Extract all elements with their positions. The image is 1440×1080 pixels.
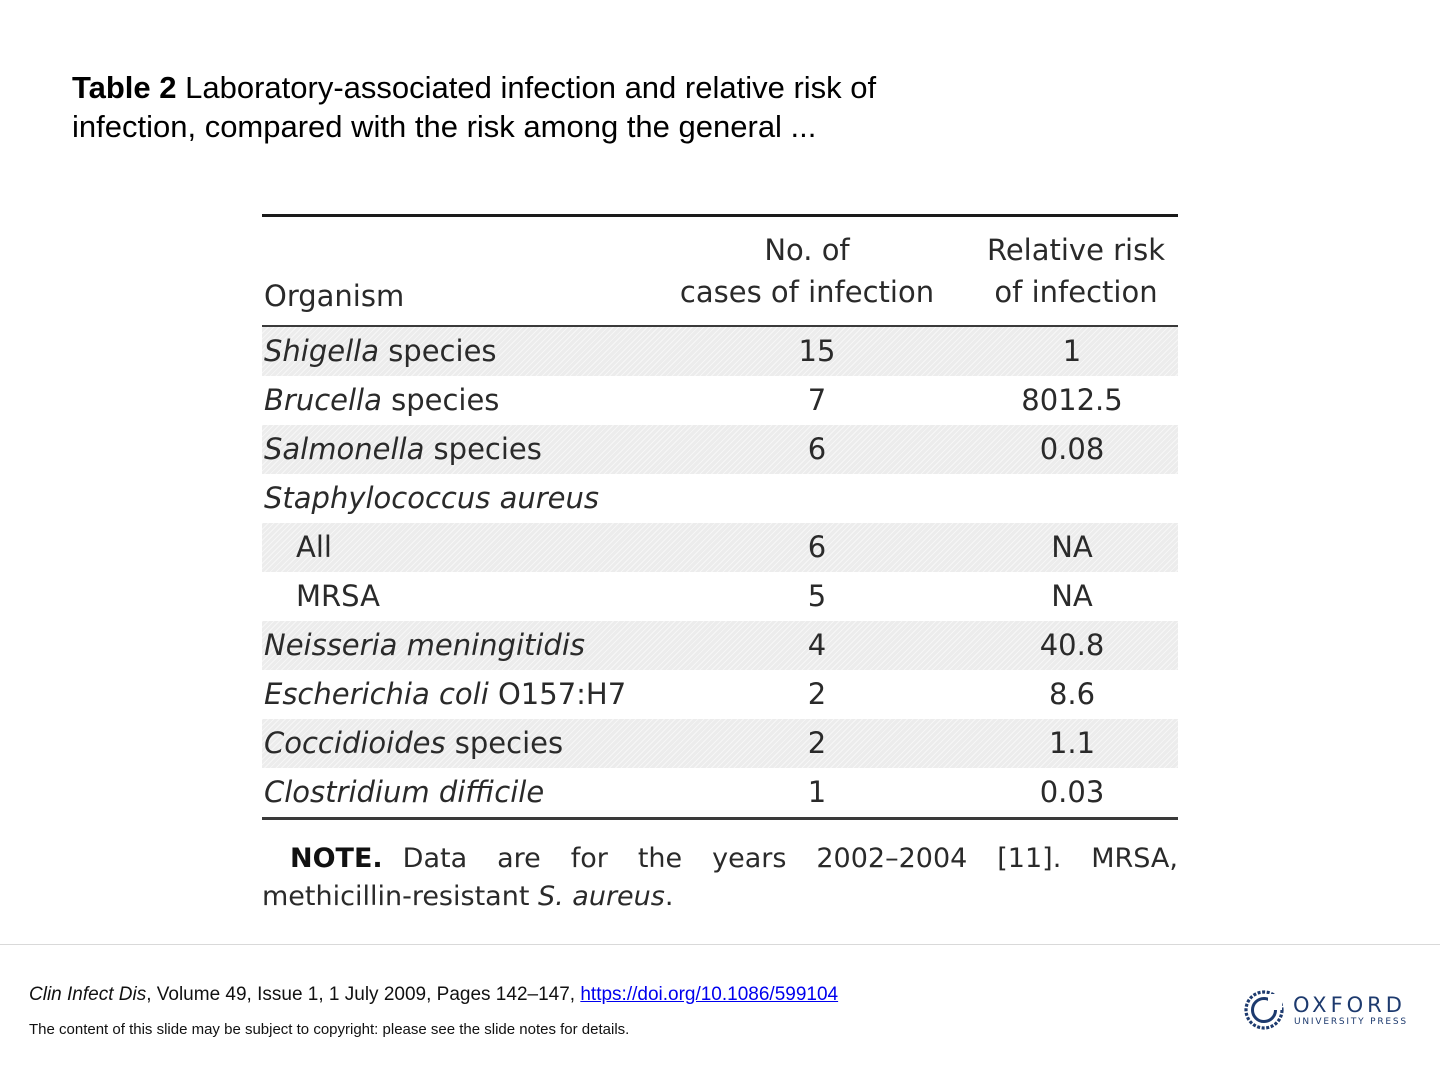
table-row: Neisseria meningitidis 4 40.8	[262, 621, 1178, 670]
organism-cell: Neisseria meningitidis	[264, 628, 585, 662]
table-row: All 6 NA	[262, 523, 1178, 572]
organism-cell: Escherichia coli O157:H7	[264, 677, 627, 711]
cases-cell: 2	[807, 677, 827, 711]
title-text: Laboratory-associated infection and rela…	[72, 70, 877, 144]
organism-cell: Coccidioides species	[264, 726, 564, 760]
organism-cell: All	[296, 530, 332, 564]
relative-risk-cell: NA	[1051, 579, 1093, 613]
header-rr-line1: Relative risk	[986, 233, 1166, 267]
cases-cell: 7	[807, 383, 827, 417]
table-row: Shigella species 15 1	[262, 327, 1178, 376]
citation: Clin Infect Dis, Volume 49, Issue 1, 1 J…	[29, 984, 838, 1006]
table-row: Clostridium difficile 1 0.03	[262, 768, 1178, 817]
header-cases-line1: No. of	[764, 233, 850, 267]
relative-risk-cell: NA	[1051, 530, 1093, 564]
organism-cell: MRSA	[296, 579, 380, 613]
relative-risk-cell: 1.1	[1048, 726, 1096, 760]
table-label: Table 2	[72, 70, 177, 105]
cases-cell: 6	[807, 530, 827, 564]
header-organism: Organism	[264, 279, 405, 313]
relative-risk-cell: 8.6	[1048, 677, 1096, 711]
relative-risk-cell: 40.8	[1039, 628, 1105, 662]
oxford-logo-icon	[1244, 990, 1284, 1030]
note-italic: S. aureus	[538, 881, 665, 912]
table-row: Coccidioides species 2 1.1	[262, 719, 1178, 768]
organism-cell: Clostridium difficile	[264, 775, 545, 809]
cases-cell: 6	[807, 432, 827, 466]
organism-cell: Brucella species	[264, 383, 500, 417]
oxford-logo: OXFORD UNIVERSITY PRESS	[1244, 990, 1414, 1034]
relative-risk-cell: 0.08	[1039, 432, 1105, 466]
logo-wordmark: OXFORD	[1293, 993, 1406, 1017]
header-rr-line2: of infection	[994, 275, 1158, 309]
cases-cell: 15	[798, 334, 836, 368]
logo-subtitle: UNIVERSITY PRESS	[1294, 1017, 1408, 1027]
table-row: Salmonella species 6 0.08	[262, 425, 1178, 474]
doi-link[interactable]: https://doi.org/10.1086/599104	[580, 984, 839, 1005]
table-body: Shigella species 15 1 Brucella species 7…	[262, 327, 1178, 817]
table-row: Staphylococcus aureus	[262, 474, 1178, 523]
cases-cell: 4	[807, 628, 827, 662]
cases-cell: 1	[807, 775, 827, 809]
citation-details: , Volume 49, Issue 1, 1 July 2009, Pages…	[146, 984, 581, 1005]
note-end: .	[664, 881, 674, 912]
relative-risk-cell: 8012.5	[1021, 383, 1123, 417]
header-relative-risk: Relative risk of infection	[972, 229, 1180, 313]
note-label: NOTE.	[290, 843, 383, 874]
table-bottom-rule	[262, 817, 1178, 820]
organism-cell: Salmonella species	[264, 432, 542, 466]
table-figure: Organism No. of cases of infection Relat…	[262, 214, 1178, 916]
slide-title: Table 2 Laboratory-associated infection …	[72, 68, 952, 146]
table-row: Brucella species 7 8012.5	[262, 376, 1178, 425]
cases-cell: 2	[807, 726, 827, 760]
note-text: Data are for the years 2002–2004 [11]. M…	[262, 843, 1178, 912]
header-cases: No. of cases of infection	[662, 229, 952, 313]
table-row: MRSA 5 NA	[262, 572, 1178, 621]
copyright-notice: The content of this slide may be subject…	[29, 1021, 630, 1038]
table-header-rule	[262, 325, 1178, 327]
cases-cell: 5	[807, 579, 827, 613]
footer-divider	[0, 944, 1440, 945]
table-note: NOTE. Data are for the years 2002–2004 [1…	[262, 840, 1178, 916]
journal-name: Clin Infect Dis	[29, 984, 147, 1005]
organism-cell: Shigella species	[264, 334, 497, 368]
relative-risk-cell: 0.03	[1039, 775, 1105, 809]
relative-risk-cell: 1	[1062, 334, 1082, 368]
organism-cell: Staphylococcus aureus	[264, 481, 599, 515]
header-cases-line2: cases of infection	[679, 275, 935, 309]
table-header: Organism No. of cases of infection Relat…	[262, 217, 1178, 325]
table-row: Escherichia coli O157:H7 2 8.6	[262, 670, 1178, 719]
table-top-rule	[262, 214, 1178, 217]
